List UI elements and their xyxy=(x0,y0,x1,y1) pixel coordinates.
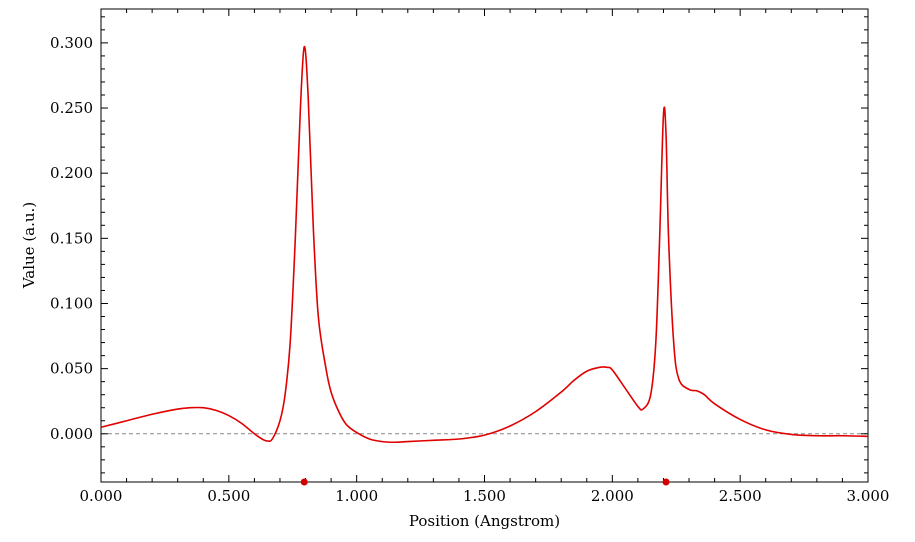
x-tick-label: 1.000 xyxy=(335,487,378,505)
marker-layer xyxy=(300,478,670,486)
y-tick-label: 0.300 xyxy=(50,34,93,52)
position-marker xyxy=(300,478,308,486)
y-tick-label: 0.250 xyxy=(50,99,93,117)
y-axis-ticks: 0.000 0.050 0.100 0.150 0.200 0.250 0.300 xyxy=(50,16,868,474)
y-tick-label: 0.100 xyxy=(50,294,93,312)
y-tick-label: 0.150 xyxy=(50,229,93,247)
x-axis-title: Position (Angstrom) xyxy=(409,512,560,530)
y-tick-label: 0.200 xyxy=(50,164,93,182)
position-marker xyxy=(662,478,670,486)
series-line xyxy=(100,45,869,444)
x-tick-label: 1.500 xyxy=(463,487,506,505)
x-axis-ticks: 0.000 0.500 1.000 1.500 2.000 2.500 3.000 xyxy=(80,9,890,505)
y-tick-label: 0.000 xyxy=(50,425,93,443)
y-tick-label: 0.050 xyxy=(50,360,93,378)
x-tick-label: 3.000 xyxy=(847,487,890,505)
x-tick-label: 0.000 xyxy=(80,487,123,505)
x-tick-label: 2.000 xyxy=(591,487,634,505)
y-axis-title: Value (a.u.) xyxy=(20,202,38,289)
x-tick-label: 2.500 xyxy=(719,487,762,505)
series-layer xyxy=(100,45,869,444)
x-tick-label: 0.500 xyxy=(207,487,250,505)
